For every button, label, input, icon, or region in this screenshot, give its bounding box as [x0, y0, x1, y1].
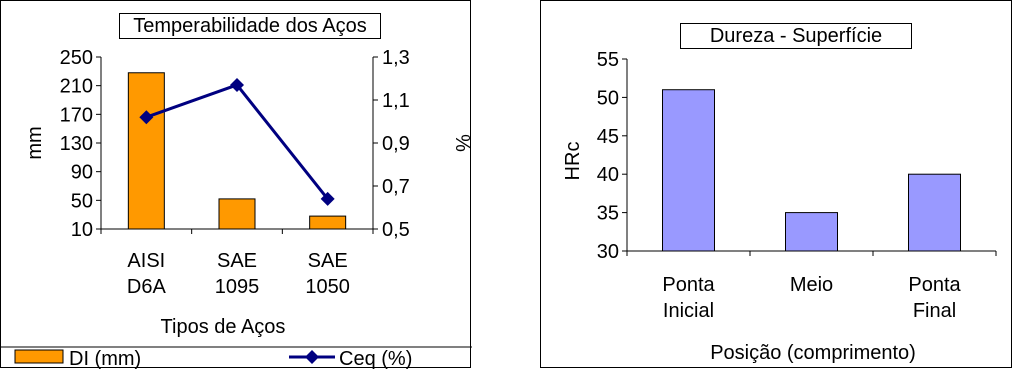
x-tick-label: D6A — [127, 276, 167, 298]
y2-tick-label: 0,7 — [382, 176, 410, 198]
chart-temperabilidade-svg: 1050901301702102500,50,70,91,11,3AISID6A… — [1, 47, 473, 369]
bar — [309, 215, 347, 230]
legend-label: DI (mm) — [69, 348, 141, 369]
y2-tick-label: 0,5 — [382, 219, 410, 241]
bar — [908, 173, 961, 252]
legend-swatch-bar — [14, 349, 64, 364]
chart-title: Dureza - Superfície — [680, 23, 912, 49]
x-tick-label: SAE — [308, 250, 348, 272]
bar — [785, 212, 838, 252]
chart-dureza: Dureza - Superfície 30 35 40 45 50 55 Ponta Ini… — [540, 0, 1012, 368]
y-axis-title: HRc — [562, 142, 584, 181]
y-axis-title: mm — [24, 126, 46, 159]
y2-tick-label: 0,9 — [382, 133, 410, 155]
bar — [662, 89, 715, 252]
x-tick-label: AISI — [127, 250, 165, 272]
chart-title: Temperabilidade dos Aços — [119, 13, 381, 39]
y-tick-label: 90 — [71, 162, 93, 184]
x-axis-title: Posição (comprimento) — [710, 342, 916, 364]
bar — [127, 72, 165, 230]
y-tick-label: 170 — [60, 104, 93, 126]
y2-tick-label: 1,1 — [382, 90, 410, 112]
y-tick-label: 40 — [597, 164, 619, 186]
y2-axis-title: % — [451, 134, 473, 152]
line-marker — [139, 110, 154, 125]
y-tick-label: 45 — [597, 126, 619, 148]
y-tick-label: 50 — [597, 87, 619, 109]
line-marker — [320, 191, 335, 206]
y-tick-label: 210 — [60, 76, 93, 98]
x-tick-label: 1050 — [305, 276, 350, 298]
x-tick-label: Ponta — [662, 274, 715, 296]
y-tick-label: 250 — [60, 47, 93, 69]
series-line — [145, 83, 329, 200]
y-tick-label: 55 — [597, 49, 619, 71]
x-tick-label: Final — [913, 300, 956, 322]
chart-temperabilidade: Temperabilidade dos Aços 10 50 90 130 170 210… — [0, 0, 473, 369]
legend-label: Ceq (%) — [339, 348, 412, 369]
y-tick-label: 35 — [597, 203, 619, 225]
y2-tick-label: 1,3 — [382, 47, 410, 69]
x-tick-label: SAE — [217, 250, 257, 272]
line-marker — [230, 77, 244, 92]
x-tick-label: 1095 — [215, 276, 260, 298]
chart-dureza-svg: 30 35 40 45 50 55 Ponta Inicial Meio Ponta Final HR… — [562, 49, 997, 364]
y-tick-label: 10 — [71, 219, 93, 241]
y-tick-label: 50 — [71, 190, 93, 212]
legend-swatch-marker — [305, 350, 319, 364]
x-axis-title: Tipos de Aços — [161, 316, 286, 338]
x-tick-label: Meio — [790, 274, 833, 296]
x-tick-label: Inicial — [663, 300, 714, 322]
x-tick-label: Ponta — [908, 274, 961, 296]
y-tick-label: 30 — [597, 241, 619, 263]
bar — [218, 198, 256, 230]
y-tick-label: 130 — [60, 133, 93, 155]
